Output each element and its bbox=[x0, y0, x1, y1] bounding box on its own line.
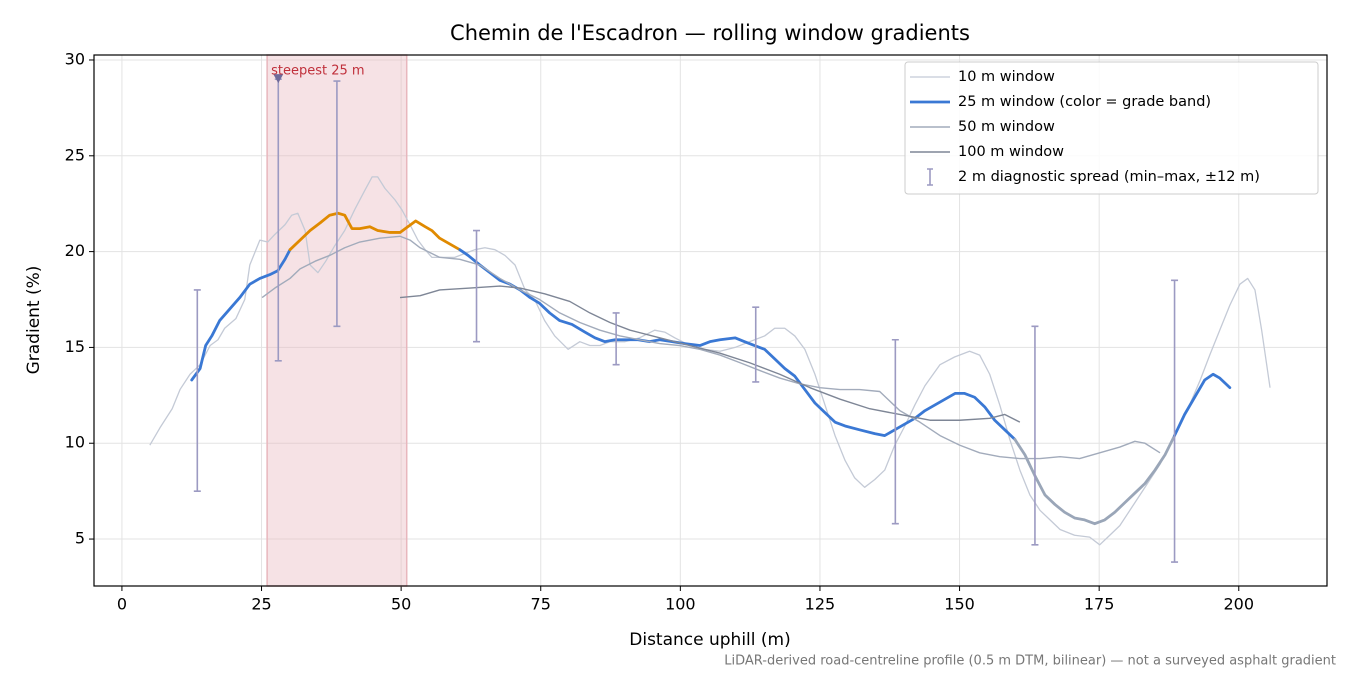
legend-label: 25 m window (color = grade band) bbox=[958, 94, 1211, 110]
error-bar bbox=[1171, 279, 1179, 563]
highlight-label: steepest 25 m bbox=[271, 64, 364, 79]
y-axis-label: Gradient (%) bbox=[24, 266, 44, 375]
chart-title: Chemin de l'Escadron — rolling window gr… bbox=[450, 21, 970, 45]
x-tick-label: 50 bbox=[391, 595, 411, 614]
x-tick-label: 75 bbox=[531, 595, 551, 614]
legend-label: 100 m window bbox=[958, 144, 1064, 160]
line bbox=[149, 176, 1271, 546]
error-bar bbox=[193, 289, 201, 492]
legend-swatch bbox=[927, 168, 933, 186]
line-segment bbox=[458, 248, 1017, 441]
error-bar bbox=[612, 312, 620, 366]
x-axis-label: Distance uphill (m) bbox=[629, 630, 790, 650]
footnote: LiDAR-derived road-centreline profile (0… bbox=[724, 654, 1336, 669]
x-tick-label: 175 bbox=[1084, 595, 1115, 614]
plot-frame bbox=[93, 54, 1328, 587]
legend-label: 2 m diagnostic spread (min–max, ±12 m) bbox=[958, 169, 1260, 185]
y-tick-label: 5 bbox=[75, 529, 85, 548]
x-tick-label: 125 bbox=[805, 595, 836, 614]
error-bar bbox=[891, 338, 899, 525]
x-tick-label: 150 bbox=[944, 595, 975, 614]
error-bar bbox=[752, 306, 760, 383]
legend-label: 10 m window bbox=[958, 69, 1055, 85]
line-segment bbox=[1013, 434, 1176, 526]
error-bar bbox=[473, 229, 481, 343]
steepest-marker bbox=[273, 74, 284, 84]
error-bar bbox=[333, 80, 341, 328]
y-tick-label: 30 bbox=[65, 49, 85, 68]
legend-box bbox=[904, 61, 1319, 195]
y-tick-label: 20 bbox=[65, 241, 85, 260]
x-tick-label: 25 bbox=[251, 595, 271, 614]
x-tick-label: 0 bbox=[117, 595, 127, 614]
y-tick-label: 15 bbox=[65, 337, 85, 356]
x-tick-label: 100 bbox=[665, 595, 696, 614]
line-segment bbox=[288, 211, 462, 252]
y-tick-label: 10 bbox=[65, 433, 85, 452]
line bbox=[261, 235, 1161, 460]
line bbox=[399, 285, 1021, 423]
line-segment bbox=[1173, 372, 1232, 437]
y-tick-label: 25 bbox=[65, 145, 85, 164]
legend-label: 50 m window bbox=[958, 119, 1055, 135]
error-bar bbox=[1031, 325, 1039, 546]
x-tick-label: 200 bbox=[1223, 595, 1254, 614]
